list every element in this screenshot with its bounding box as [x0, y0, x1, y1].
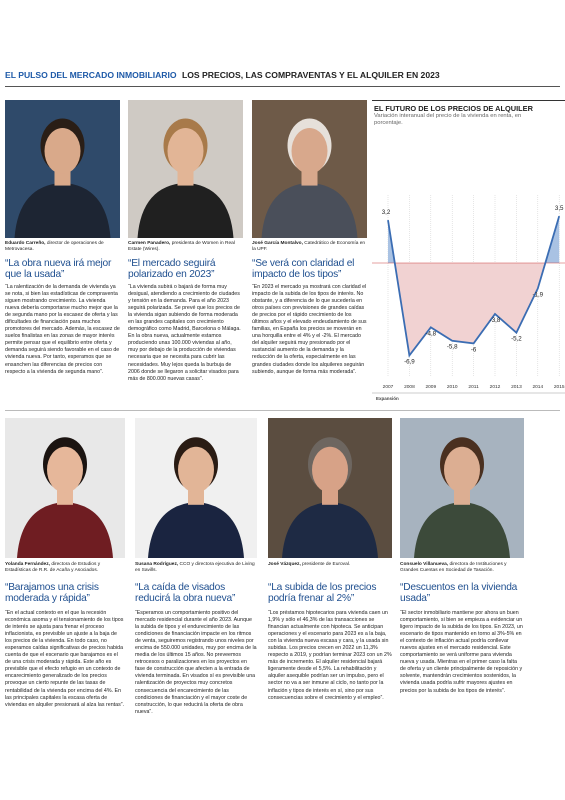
caption-name: Yolanda Fernández,: [5, 562, 50, 567]
value-label: -5,2: [511, 336, 522, 343]
chart: EL FUTURO DE LOS PRECIOS DE ALQUILER Var…: [372, 100, 565, 401]
caption: José García Montalvo, Catedrático de Eco…: [252, 241, 367, 253]
quote-heading: “La subida de los precios podría frenar …: [268, 582, 377, 604]
photo-body: [137, 182, 234, 238]
body-text: “En 2023 el mercado ya mostrará con clar…: [252, 284, 367, 375]
caption-name: Eduardo Carreño,: [5, 241, 46, 246]
x-tick-label: 2007: [383, 384, 394, 390]
x-tick-label: 2008: [404, 384, 415, 390]
photo-face: [312, 446, 348, 493]
caption: José Vázquez, presidente de Euroval.: [268, 562, 392, 568]
caption-name: Susana Rodríguez,: [135, 562, 179, 567]
x-tick-label: 2015: [554, 384, 565, 390]
line: [387, 215, 561, 358]
photo-face: [44, 128, 81, 175]
caption: Susana Rodríguez, CCO y directora ejecut…: [135, 562, 257, 574]
caption: Yolanda Fernández, directora de Estudios…: [5, 562, 125, 574]
x-tick-label: 2013: [511, 384, 522, 390]
caption: Consuelo Villanueva, directora de Instit…: [400, 562, 524, 574]
value-label: -3,8: [490, 317, 501, 324]
photo-face: [291, 128, 328, 175]
photo: [128, 100, 243, 238]
x-tick-label: 2014: [532, 384, 543, 390]
body-text: “La vivienda subirá o bajará de forma mu…: [128, 284, 241, 382]
value-label: -6,9: [404, 358, 415, 365]
source: Expansión: [376, 396, 399, 401]
caption: Eduardo Carreño, director de operaciones…: [5, 241, 120, 253]
photo-body: [14, 182, 111, 238]
quote-heading: “La caída de visados reducirá la obra nu…: [135, 582, 236, 604]
caption-role: CCO y directora ejecutiva de Living en S…: [135, 562, 255, 573]
value-label: 3,5: [555, 205, 564, 212]
photo: [268, 418, 392, 558]
body-text: “La ralentización de la demanda de vivie…: [5, 284, 120, 375]
body-text: “El sector inmobiliario mantiene por aho…: [400, 610, 523, 694]
caption-name: Carmen Panadero,: [128, 241, 171, 246]
caption-role: directora de Estudios y Estadísticas de …: [5, 562, 101, 573]
x-tick-label: 2012: [490, 384, 501, 390]
photo-body: [282, 502, 378, 558]
x-tick-label: 2010: [447, 384, 458, 390]
value-label: -4,8: [425, 330, 436, 337]
caption-name: José García Montalvo,: [252, 241, 303, 246]
photo: [135, 418, 257, 558]
caption-role: Catedrático de Economía en la UPF.: [252, 241, 366, 252]
caption-role: directora de Instituciones y Grandes Cue…: [400, 562, 507, 573]
photo-body: [414, 502, 510, 558]
chart-subtitle-box: Variación interanual del precio de la vi…: [374, 113, 522, 126]
photo-body: [148, 502, 244, 558]
photo: [400, 418, 524, 558]
caption-name: Consuelo Villanueva,: [400, 562, 449, 567]
x-tick-label: 2009: [425, 384, 436, 390]
body-text: “Los préstamos hipotecarios para viviend…: [268, 610, 392, 701]
rule: [5, 410, 560, 411]
header: EL PULSO DEL MERCADO INMOBILIARIO LOS PR…: [5, 70, 440, 80]
photo-face: [167, 128, 204, 175]
photo-body: [17, 502, 113, 558]
quote-heading: “Descuentos en la vivienda usada”: [400, 582, 518, 604]
quote-heading: “El mercado seguirá polarizado en 2023”: [128, 258, 216, 280]
body-text: “En el actual contexto en el que la rece…: [5, 610, 124, 708]
chart-title: EL FUTURO DE LOS PRECIOS DE ALQUILER: [374, 104, 534, 113]
quote-heading: “La obra nueva irá mejor que la usada”: [5, 258, 112, 280]
photo-face: [178, 446, 214, 493]
caption-role: presidenta de Women in Real Estate (Wire…: [128, 241, 235, 252]
value-label: -6: [471, 346, 477, 353]
body-text: “Esperamos un comportamiento positivo de…: [135, 610, 257, 715]
quote-heading: “Se verá con claridad el impacto de los …: [252, 258, 355, 280]
x-tick-label: 2011: [468, 384, 479, 390]
chart-subtitle: Variación interanual del precio de la vi…: [374, 113, 522, 126]
caption: Carmen Panadero, presidenta de Women in …: [128, 241, 243, 253]
photo: [5, 100, 120, 238]
photo-face: [444, 446, 480, 493]
photo-body: [261, 182, 358, 238]
caption-name: José Vázquez,: [268, 562, 301, 567]
section-label: EL PULSO DEL MERCADO INMOBILIARIO: [5, 70, 177, 80]
caption-role: presidente de Euroval.: [302, 562, 351, 567]
caption-role: director de operaciones de Metrovacesa.: [5, 241, 104, 252]
value-label: -5,8: [447, 344, 458, 351]
photo-face: [47, 446, 83, 493]
value-label: -1,9: [532, 291, 543, 298]
photo: [5, 418, 125, 558]
quote-heading: “Barajamos una crisis moderada y rápida”: [5, 582, 99, 604]
value-label: 3,2: [382, 209, 391, 216]
photo: [252, 100, 367, 238]
rule: [5, 86, 560, 87]
page-title: LOS PRECIOS, LAS COMPRAVENTAS Y EL ALQUI…: [181, 70, 440, 80]
